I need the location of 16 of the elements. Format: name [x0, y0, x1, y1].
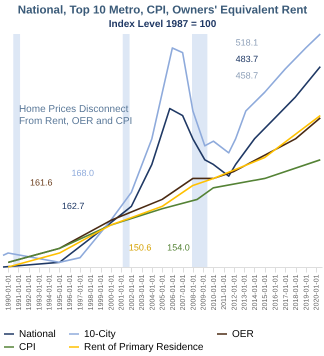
chart-subtitle: Index Level 1987 = 100 [108, 19, 217, 30]
annotation: 458.7 [236, 70, 258, 80]
legend-label: 10-City [84, 329, 116, 340]
annotation: 150.6 [128, 242, 152, 253]
annotation: 154.0 [167, 242, 190, 253]
annotation: 162.7 [62, 200, 84, 211]
annotation: 161.6 [30, 177, 53, 188]
annotation: Home Prices Disconnect From Rent, OER and CPI [18, 104, 132, 127]
annotation: 518.1 [236, 38, 258, 48]
annotation: 168.0 [71, 168, 94, 178]
legend-label: OER [232, 329, 254, 340]
chart-title: National, Top 10 Metro, CPI, Owners' Equivalent Rent [18, 4, 308, 17]
legend-label: National [19, 329, 56, 340]
legend-label: CPI [19, 342, 36, 353]
annotation: 483.7 [236, 54, 258, 64]
legend-label: Rent of Primary Residence [84, 342, 204, 353]
